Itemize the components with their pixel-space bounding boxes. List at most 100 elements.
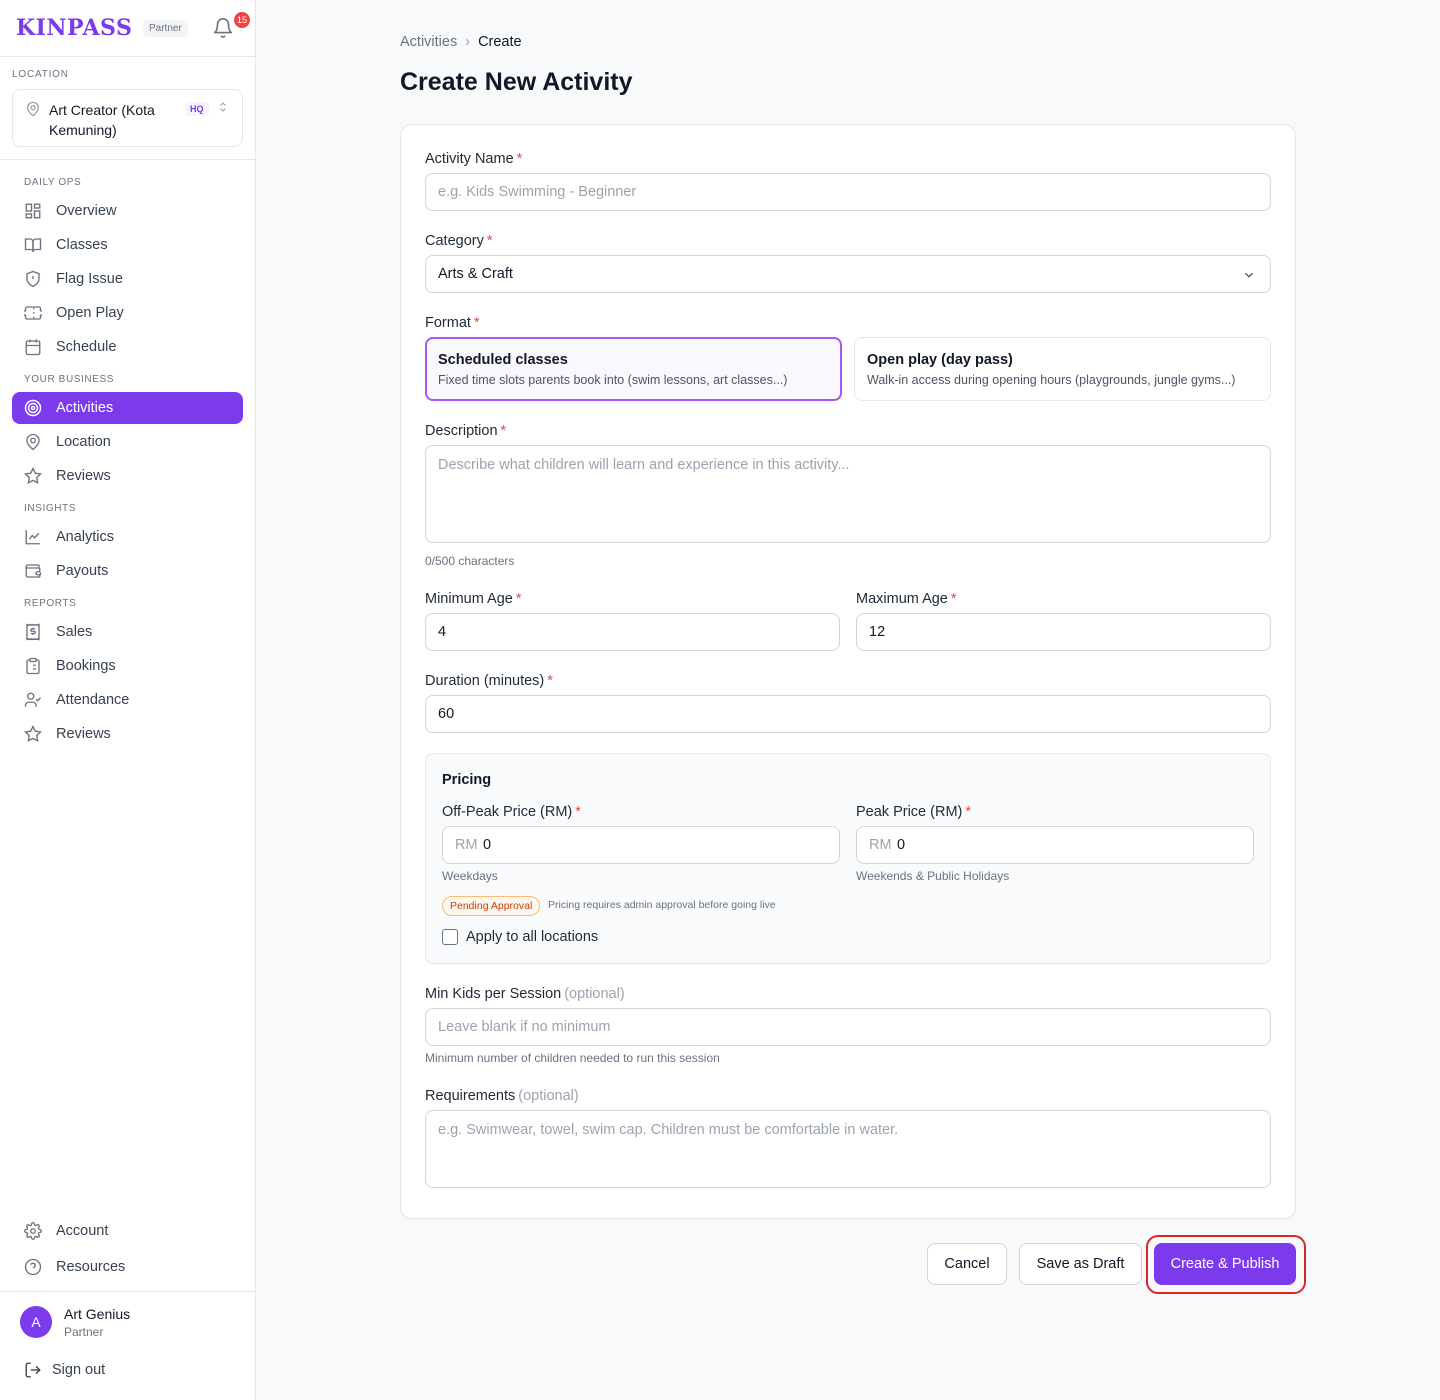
breadcrumb-current: Create bbox=[478, 34, 522, 50]
max-age-label: Maximum Age * bbox=[856, 591, 957, 607]
description-textarea[interactable] bbox=[425, 445, 1271, 543]
nav-section-your-business: YOUR BUSINESS bbox=[24, 374, 115, 385]
user-role: Partner bbox=[64, 1325, 104, 1339]
sidebar-item-resources[interactable]: Resources bbox=[12, 1251, 243, 1283]
sidebar-item-label: Payouts bbox=[56, 563, 109, 579]
label-text: Activity Name bbox=[425, 151, 514, 167]
sidebar-item-open-play[interactable]: Open Play bbox=[12, 297, 243, 329]
sidebar-item-overview[interactable]: Overview bbox=[12, 195, 243, 227]
duration-input[interactable] bbox=[425, 695, 1271, 733]
target-icon bbox=[24, 399, 42, 417]
sidebar-item-classes[interactable]: Classes bbox=[12, 229, 243, 261]
user-check-icon bbox=[24, 691, 42, 709]
min-age-input[interactable] bbox=[425, 613, 840, 651]
dollar-receipt-icon bbox=[24, 623, 42, 641]
peak-help: Weekends & Public Holidays bbox=[856, 869, 1010, 883]
sidebar-item-account[interactable]: Account bbox=[12, 1215, 243, 1247]
currency-prefix: RM bbox=[869, 837, 892, 853]
help-circle-icon bbox=[24, 1258, 42, 1276]
format-option-title: Scheduled classes bbox=[438, 352, 568, 368]
sidebar: KINPASS Partner 15 LOCATION Art Creator … bbox=[0, 0, 256, 1400]
shield-alert-icon bbox=[24, 270, 42, 288]
label-text: Off-Peak Price (RM) bbox=[442, 804, 573, 820]
save-draft-button[interactable]: Save as Draft bbox=[1019, 1243, 1142, 1285]
requirements-textarea[interactable] bbox=[425, 1110, 1271, 1188]
map-pin-icon bbox=[25, 101, 41, 117]
chevron-down-icon bbox=[1242, 268, 1256, 282]
location-switcher[interactable]: Art Creator (Kota Kemuning) HQ bbox=[12, 89, 243, 147]
offpeak-help: Weekdays bbox=[442, 869, 498, 883]
requirements-label: Requirements (optional) bbox=[425, 1088, 579, 1104]
sidebar-item-label: Sales bbox=[56, 624, 93, 640]
category-select[interactable]: Arts & Craft bbox=[425, 255, 1271, 293]
activity-form-card: Activity Name* Category* Arts & Craft Fo… bbox=[400, 124, 1296, 1219]
format-option-scheduled[interactable]: Scheduled classes Fixed time slots paren… bbox=[425, 337, 842, 401]
required-mark: * bbox=[965, 804, 972, 820]
sign-out-button[interactable]: Sign out bbox=[12, 1356, 243, 1384]
apply-all-locations-checkbox[interactable] bbox=[442, 929, 458, 945]
optional-mark: (optional) bbox=[564, 986, 625, 1002]
sidebar-item-label: Resources bbox=[56, 1259, 126, 1275]
category-value: Arts & Craft bbox=[438, 266, 513, 282]
sidebar-item-analytics[interactable]: Analytics bbox=[12, 521, 243, 553]
ticket-icon bbox=[22, 304, 44, 322]
format-option-desc: Fixed time slots parents book into (swim… bbox=[438, 373, 788, 387]
wallet-icon bbox=[24, 562, 42, 580]
label-text: Description bbox=[425, 423, 498, 439]
activity-name-input[interactable] bbox=[425, 173, 1271, 211]
pricing-approval-note: Pricing requires admin approval before g… bbox=[548, 899, 776, 911]
sidebar-item-reviews[interactable]: Reviews bbox=[12, 460, 243, 492]
page-title: Create New Activity bbox=[400, 68, 633, 96]
label-text: Peak Price (RM) bbox=[856, 804, 963, 820]
calendar-icon bbox=[24, 338, 42, 356]
create-publish-button[interactable]: Create & Publish bbox=[1154, 1243, 1296, 1285]
peak-price-input[interactable] bbox=[897, 828, 1197, 862]
sidebar-item-schedule[interactable]: Schedule bbox=[12, 331, 243, 363]
sidebar-item-activities[interactable]: Activities bbox=[12, 392, 243, 424]
apply-all-locations-label[interactable]: Apply to all locations bbox=[466, 929, 599, 945]
activity-name-label: Activity Name * bbox=[425, 151, 522, 167]
sidebar-item-label: Activities bbox=[56, 400, 114, 416]
sidebar-item-label: Bookings bbox=[56, 658, 116, 674]
chevrons-up-down-icon bbox=[217, 100, 229, 114]
sidebar-item-attendance[interactable]: Attendance bbox=[12, 684, 243, 716]
sidebar-item-bookings[interactable]: Bookings bbox=[12, 650, 243, 682]
offpeak-price-input[interactable] bbox=[483, 828, 783, 862]
line-chart-icon bbox=[24, 528, 42, 546]
hq-badge: HQ bbox=[185, 102, 209, 116]
required-mark: * bbox=[516, 151, 523, 167]
label-text: Maximum Age bbox=[856, 591, 948, 607]
sidebar-item-label: Classes bbox=[56, 237, 108, 253]
required-mark: * bbox=[575, 804, 581, 820]
required-mark: * bbox=[515, 591, 522, 607]
min-kids-input[interactable] bbox=[425, 1008, 1271, 1046]
sidebar-item-payouts[interactable]: Payouts bbox=[12, 555, 243, 587]
label-text: Category bbox=[425, 233, 484, 249]
nav-section-daily-ops: DAILY OPS bbox=[24, 177, 82, 188]
location-name: Art Creator (Kota Kemuning) bbox=[49, 102, 155, 138]
avatar[interactable]: A bbox=[20, 1306, 52, 1338]
clipboard-icon bbox=[24, 657, 42, 675]
peak-price-field[interactable]: RM bbox=[856, 826, 1254, 864]
user-name: Art Genius bbox=[64, 1306, 131, 1322]
notification-count-badge: 15 bbox=[234, 12, 251, 28]
sidebar-item-sales[interactable]: Sales bbox=[12, 616, 243, 648]
sidebar-item-location[interactable]: Location bbox=[12, 426, 243, 458]
sidebar-item-flag-issue[interactable]: Flag Issue bbox=[12, 263, 243, 295]
format-option-open-play[interactable]: Open play (day pass) Walk-in access duri… bbox=[854, 337, 1271, 401]
required-mark: * bbox=[473, 315, 480, 331]
partner-tag: Partner bbox=[143, 20, 188, 37]
offpeak-price-label: Off-Peak Price (RM) * bbox=[442, 804, 581, 820]
min-age-label: Minimum Age * bbox=[425, 591, 522, 607]
star-icon bbox=[24, 724, 42, 743]
cancel-button[interactable]: Cancel bbox=[927, 1243, 1007, 1285]
bell-icon[interactable] bbox=[212, 16, 234, 40]
offpeak-price-field[interactable]: RM bbox=[442, 826, 840, 864]
sidebar-item-reports-reviews[interactable]: Reviews bbox=[12, 718, 243, 750]
kinpass-logo[interactable]: KINPASS bbox=[16, 15, 133, 41]
max-age-input[interactable] bbox=[856, 613, 1271, 651]
format-option-title: Open play (day pass) bbox=[867, 352, 1013, 368]
breadcrumb-activities-link[interactable]: Activities bbox=[400, 34, 458, 50]
pending-approval-badge: Pending Approval bbox=[442, 896, 541, 916]
sidebar-item-label: Reviews bbox=[56, 726, 111, 742]
